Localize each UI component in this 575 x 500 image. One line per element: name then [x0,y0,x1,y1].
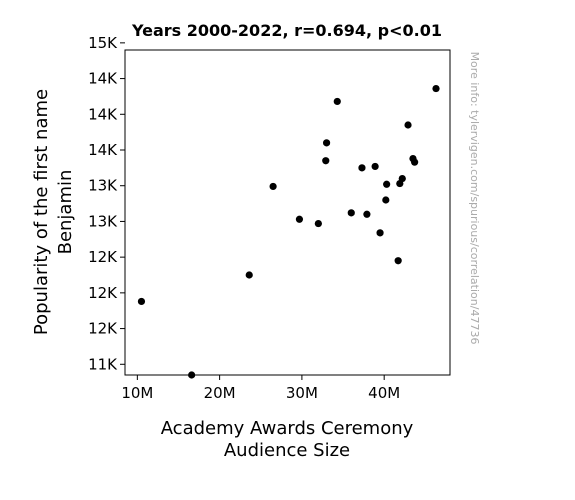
x-tick-label: 10M [121,384,153,402]
data-point [137,297,146,306]
data-point [245,271,253,279]
watermark-text: More info: tylervigen.com/spurious/corre… [468,52,481,345]
data-point [347,209,355,217]
x-tick-label: 20M [204,384,236,402]
data-point [322,139,331,147]
y-tick-label: 13K [88,212,118,230]
x-axis-ticks: 10M 20M 30M 40M [121,375,400,402]
data-point [411,158,419,166]
plot-area [124,49,451,379]
plot-frame [124,49,451,376]
y-tick-label: 14K [88,70,118,88]
data-point [188,371,196,379]
data-point [295,215,304,223]
y-axis-label-line-2: Benjamin [55,170,76,255]
data-point [269,182,277,191]
data-point [358,164,366,172]
x-tick-label: 30M [286,384,318,402]
data-point [363,210,371,218]
y-tick-label: 14K [88,105,118,123]
y-tick-label: 11K [88,355,118,373]
data-point [383,180,391,188]
data-point [322,157,330,165]
y-axis-ticks: 11K 12K 12K 12K 13K 13K 14K 14K 14K 15K [88,34,125,373]
x-tick-label: 40M [368,384,400,402]
y-axis-label-line-1: Popularity of the first name [31,89,52,335]
data-point [333,97,341,106]
data-points [137,84,440,379]
y-tick-label: 12K [88,248,118,266]
y-tick-label: 12K [88,284,118,302]
data-point [398,174,406,183]
x-axis-label-line-1: Academy Awards Ceremony [161,418,414,439]
data-point [376,229,384,237]
chart-title: Years 2000-2022, r=0.694, p<0.01 [131,21,442,40]
data-point [382,196,390,204]
y-tick-label: 14K [88,141,118,159]
data-point [394,257,402,265]
data-point [404,121,412,129]
data-point [314,219,322,228]
data-point [432,84,440,93]
y-tick-label: 12K [88,320,118,338]
y-tick-label: 13K [88,177,118,195]
x-axis-label-line-2: Audience Size [224,440,350,461]
y-tick-label: 15K [88,34,118,52]
data-point [371,162,379,171]
